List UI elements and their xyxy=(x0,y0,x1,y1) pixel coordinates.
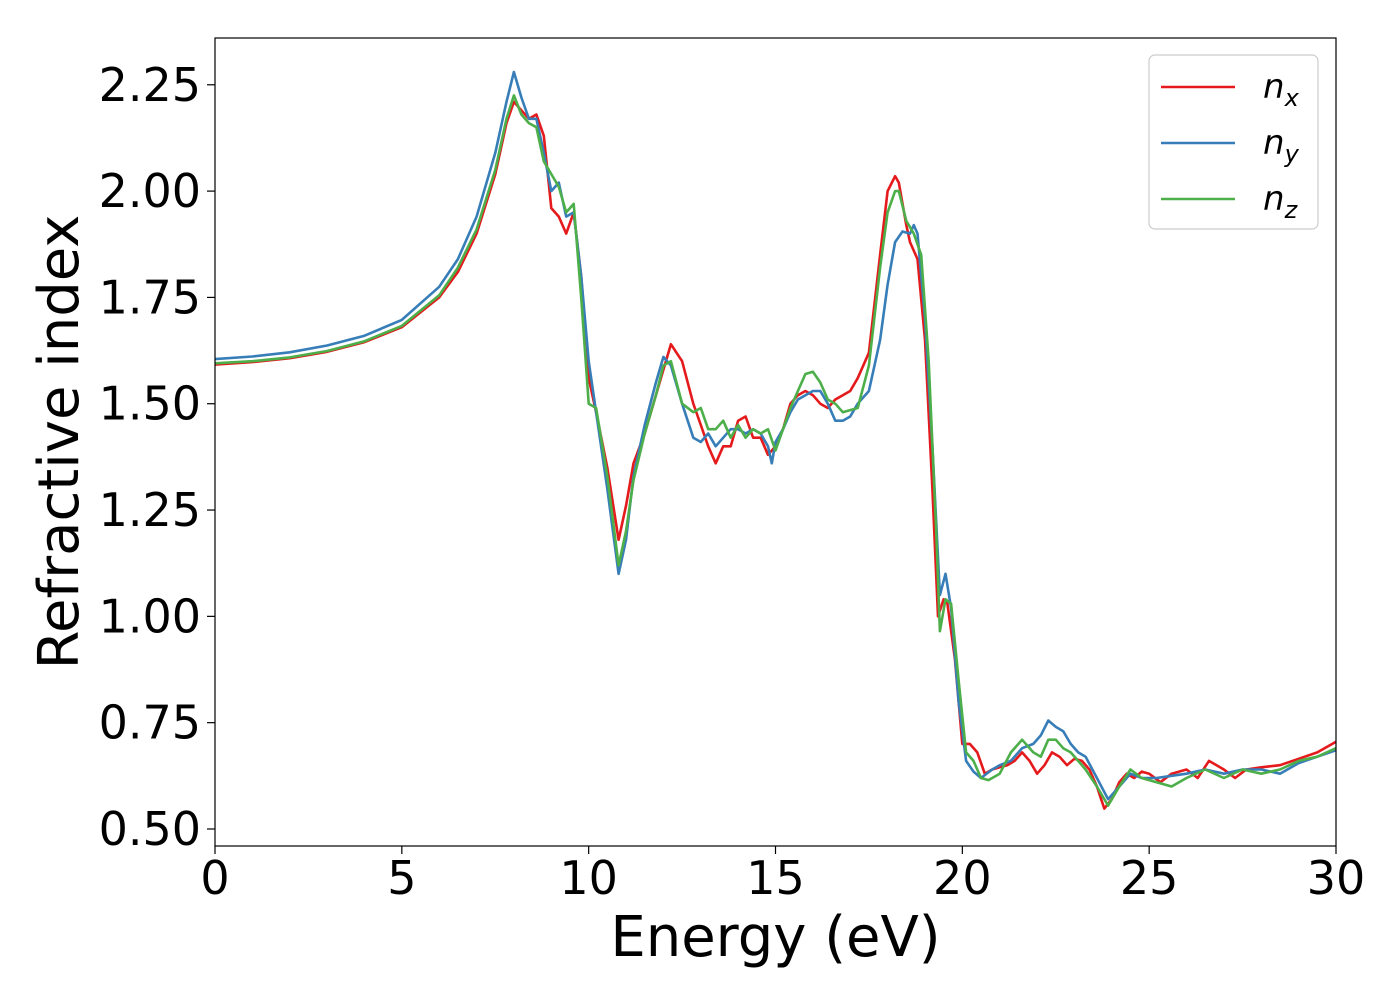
y-tick-label: 0.75 xyxy=(99,696,201,750)
plot-lines xyxy=(215,70,1336,810)
y-tick-label: 2.00 xyxy=(99,164,201,218)
series-line-n-y xyxy=(215,70,1336,801)
y-tick-label: 0.50 xyxy=(99,802,201,856)
x-axis-title: Energy (eV) xyxy=(610,905,940,970)
y-axis-title: Refractive index xyxy=(27,215,92,670)
x-tick-label: 30 xyxy=(1307,851,1366,905)
y-axis: 0.50 0.75 1.00 1.25 1.50 1.75 2.00 2.25 xyxy=(99,58,215,856)
y-tick-label: 1.75 xyxy=(99,270,201,324)
x-tick-label: 15 xyxy=(746,851,805,905)
x-tick-label: 25 xyxy=(1120,851,1179,905)
y-tick-label: 1.25 xyxy=(99,483,201,537)
x-tick-label: 0 xyxy=(200,851,229,905)
y-tick-label: 1.00 xyxy=(99,589,201,643)
y-tick-label: 2.25 xyxy=(99,58,201,112)
x-tick-label: 10 xyxy=(559,851,618,905)
y-tick-label: 1.50 xyxy=(99,377,201,431)
x-tick-label: 5 xyxy=(387,851,416,905)
x-axis: 0 5 10 15 20 25 30 xyxy=(200,846,1365,905)
x-tick-label: 20 xyxy=(933,851,992,905)
series-line-n-z xyxy=(215,94,1336,807)
